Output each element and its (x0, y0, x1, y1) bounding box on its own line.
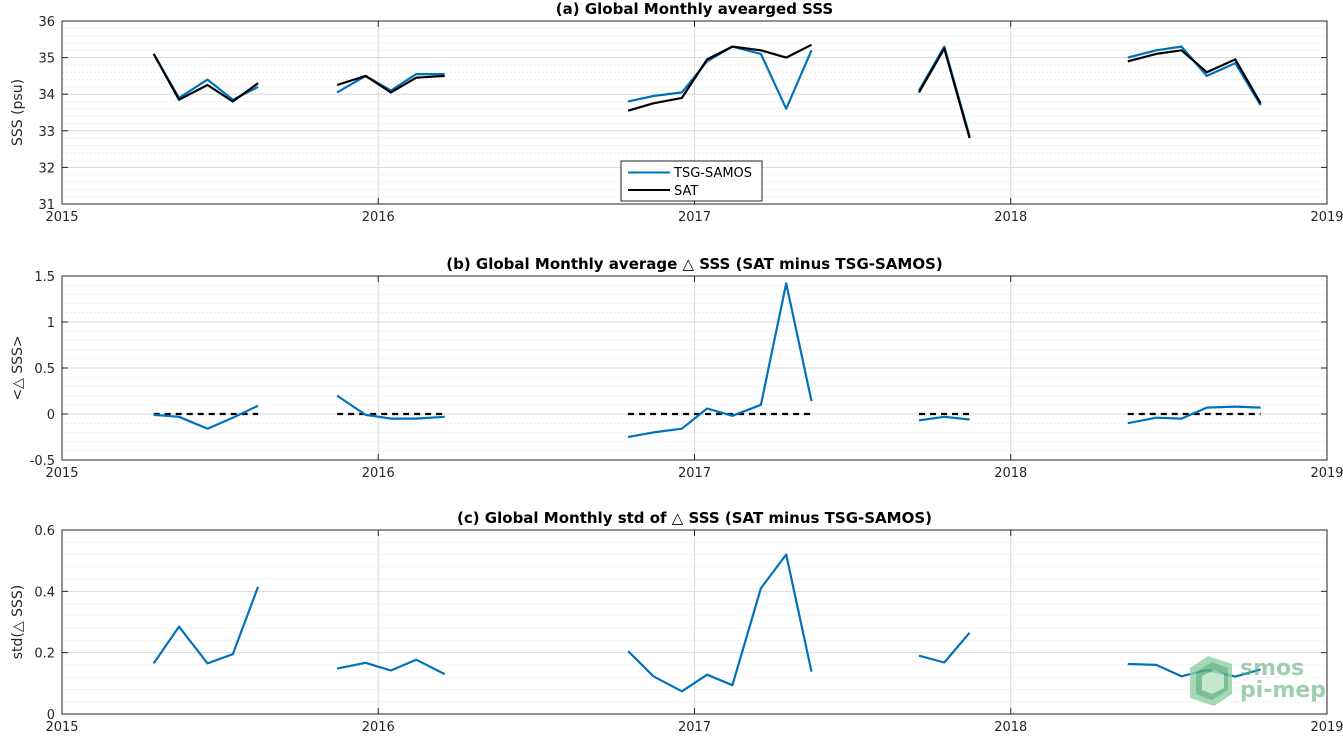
series-line-tsg-samos (336, 72, 445, 94)
panel-a-title: (a) Global Monthly avearged SSS (556, 0, 833, 18)
series-line-delta-sss (918, 631, 971, 664)
y-tick-label: 1 (47, 316, 55, 331)
y-tick-label: 33 (38, 125, 55, 140)
x-tick-label: 2017 (678, 720, 711, 735)
panel-b: 2015 2016 2017 2018 2019 -0.5 0 0.5 1 1.5 (b) Glo… (10, 255, 1343, 481)
series-line-sat (152, 53, 259, 103)
panel-c-grid (61, 529, 1328, 715)
series-line-delta-sss (336, 658, 446, 676)
x-tick-label: 2015 (45, 720, 78, 735)
y-tick-label: 0 (47, 408, 55, 423)
panel-a: 2015 2016 2017 2018 2019 31 32 33 34 35 36 (a) Glo… (10, 0, 1343, 225)
y-tick-label: 0.6 (34, 524, 55, 539)
y-tick-label: -0.5 (30, 454, 55, 469)
x-tick-label: 2019 (1310, 210, 1343, 225)
legend-box (620, 160, 763, 202)
x-tick-label: 2019 (1310, 466, 1343, 481)
series-line-delta-sss (918, 415, 970, 422)
series-line-delta-sss (627, 553, 813, 693)
series-line-delta-sss (336, 394, 445, 420)
series-line-delta-sss (627, 282, 813, 439)
x-tick-label: 2019 (1310, 720, 1343, 735)
legend-label-tsg: TSG-SAMOS (673, 166, 752, 181)
x-tick-label: 2018 (994, 720, 1027, 735)
x-tick-label: 2015 (45, 466, 78, 481)
y-tick-label: 36 (38, 15, 55, 30)
x-tick-label: 2016 (362, 466, 395, 481)
legend: TSG-SAMOS SAT (620, 160, 763, 202)
panel-b-title: (b) Global Monthly average △ SSS (SAT mi… (446, 255, 942, 273)
panel-b-plot-area (153, 282, 1261, 439)
y-tick-label: 32 (38, 161, 55, 176)
panel-c-ticks: 2015 2016 2017 2018 2019 0 0.2 0.4 0.6 (34, 524, 1343, 735)
panel-a-ylabel: SSS (psu) (10, 79, 26, 146)
panel-b-grid (61, 275, 1328, 461)
series-line-sat (1127, 49, 1262, 104)
y-tick-label: 0.2 (34, 647, 55, 662)
y-tick-label: 35 (38, 52, 55, 67)
x-tick-label: 2017 (678, 466, 711, 481)
y-tick-label: 1.5 (34, 270, 55, 285)
logo-mark-icon (1190, 656, 1232, 706)
series-line-sat (336, 74, 445, 94)
series-line-tsg-samos (152, 53, 259, 101)
panel-c-ylabel: std(△ SSS) (10, 585, 26, 659)
x-tick-label: 2018 (994, 466, 1027, 481)
y-tick-label: 0.5 (34, 362, 55, 377)
x-tick-label: 2015 (45, 210, 78, 225)
logo-text-smos: smos (1240, 656, 1304, 681)
panel-b-ylabel: <△ SSS> (10, 335, 26, 400)
panel-c: 2015 2016 2017 2018 2019 0 0.2 0.4 0.6 (c) Globa… (10, 509, 1343, 735)
series-line-delta-sss (153, 404, 259, 430)
y-tick-label: 34 (38, 88, 55, 103)
series-line-delta-sss (1127, 405, 1261, 425)
x-tick-label: 2016 (362, 720, 395, 735)
x-tick-label: 2016 (362, 210, 395, 225)
legend-label-sat: SAT (674, 184, 698, 199)
y-tick-label: 31 (38, 198, 55, 213)
y-tick-label: 0 (47, 708, 55, 723)
x-tick-label: 2018 (994, 210, 1027, 225)
series-line-sat (918, 47, 971, 139)
series-line-sat (627, 43, 812, 112)
logo-text-pimep: pi-mep (1240, 678, 1326, 703)
series-line-delta-sss (152, 586, 260, 665)
x-tick-label: 2017 (678, 210, 711, 225)
smos-pimep-logo: smos pi-mep (1190, 656, 1326, 706)
series-line-tsg-samos (918, 45, 971, 137)
panel-b-ticks: 2015 2016 2017 2018 2019 -0.5 0 0.5 1 1.5 (30, 270, 1343, 481)
panel-a-plot-area (152, 43, 1262, 139)
panel-c-plot-area (152, 553, 1261, 693)
panel-c-title: (c) Global Monthly std of △ SSS (SAT min… (457, 509, 932, 527)
y-tick-label: 0.4 (34, 585, 55, 600)
panel-a-ticks: 2015 2016 2017 2018 2019 31 32 33 34 35 36 (38, 15, 1343, 225)
